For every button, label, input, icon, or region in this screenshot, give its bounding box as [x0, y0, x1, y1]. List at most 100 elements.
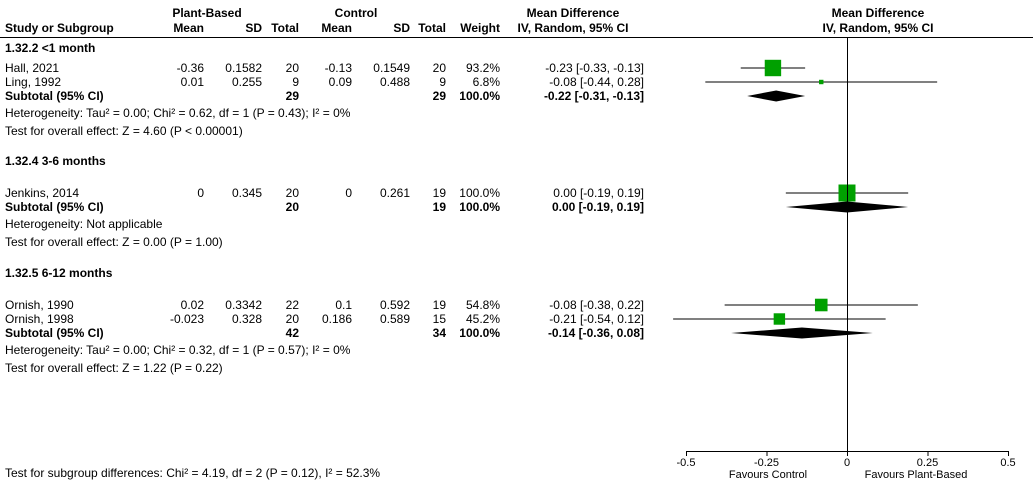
study-row-cell: Hall, 2021	[5, 61, 60, 75]
subtotal-row-cell: 100.0%	[459, 326, 500, 340]
study-row-cell: 0.345	[231, 186, 262, 200]
plot-ci-subheader: IV, Random, 95% CI	[822, 21, 934, 35]
study-subgroup-column-header: Study or Subgroup	[5, 21, 114, 35]
study-row-cell: -0.23 [-0.33, -0.13]	[545, 61, 644, 75]
study-square	[773, 313, 786, 325]
study-row-cell: 0.1582	[225, 61, 262, 75]
subtotal-row-cell: 100.0%	[459, 200, 500, 214]
overall-effect-note-label: Test for overall effect: Z = 0.00 (P = 1…	[5, 235, 223, 249]
study-row-cell: 0.02	[180, 298, 204, 312]
treatment-sd-column-header: SD	[245, 21, 262, 35]
treatment-mean-column-header: Mean	[173, 21, 204, 35]
heterogeneity-note: Heterogeneity: Tau² = 0.00; Chi² = 0.32,…	[0, 343, 663, 357]
study-row-cell: 45.2%	[465, 312, 500, 326]
favours-left-label: Favours Control	[729, 469, 807, 480]
axis-tick-label: 0	[844, 457, 850, 469]
study-row-cell: 0.1549	[373, 61, 410, 75]
study-row-cell: 0	[345, 186, 352, 200]
study-row-cell: -0.36	[176, 61, 204, 75]
study-square	[764, 59, 782, 77]
treatment-total-column-header: Total	[271, 21, 299, 35]
study-row-cell: 100.0%	[459, 186, 500, 200]
subtotal-diamond	[747, 90, 806, 102]
ci-column-header: IV, Random, 95% CI	[517, 21, 629, 35]
heterogeneity-note: Heterogeneity: Not applicable	[0, 217, 663, 231]
study-row-cell: 0.592	[379, 298, 410, 312]
study-row: Ornish, 1990 0.02 0.3342 22 0.1 0.592 19 54.8% -…	[0, 298, 663, 312]
study-row-cell: 9	[439, 75, 446, 89]
study-square	[819, 79, 824, 85]
overall-effect-note-label: Test for overall effect: Z = 4.60 (P < 0…	[5, 124, 243, 138]
heterogeneity-note: Heterogeneity: Tau² = 0.00; Chi² = 0.62,…	[0, 106, 663, 120]
subgroup-title: 1.32.4 3-6 months	[0, 154, 663, 168]
subtotal-row-cell: 0.00 [-0.19, 0.19]	[551, 200, 644, 214]
subgroup-title-label: 1.32.2 <1 month	[5, 41, 96, 55]
study-row-cell: 93.2%	[465, 61, 500, 75]
mean-difference-text-header: Mean Difference	[526, 6, 620, 20]
study-row: Hall, 2021 -0.36 0.1582 20 -0.13 0.1549 20 93.2…	[0, 61, 663, 75]
study-row-cell: 0.589	[379, 312, 410, 326]
heterogeneity-note-label: Heterogeneity: Tau² = 0.00; Chi² = 0.32,…	[5, 343, 351, 357]
study-row-cell: 0.255	[231, 75, 262, 89]
subtotal-diamond	[731, 327, 873, 339]
study-row-cell: 0.186	[321, 312, 352, 326]
overall-effect-note: Test for overall effect: Z = 0.00 (P = 1…	[0, 235, 663, 249]
study-row-cell: 0.261	[379, 186, 410, 200]
subtotal-row-cell: 42	[285, 326, 299, 340]
subtotal-row-cell: Subtotal (95% CI)	[5, 326, 104, 340]
subtotal-row-cell: -0.14 [-0.36, 0.08]	[547, 326, 644, 340]
study-row-cell: 19	[432, 186, 446, 200]
study-row-cell: 15	[432, 312, 446, 326]
subtotal-row-cell: Subtotal (95% CI)	[5, 200, 104, 214]
study-square	[814, 298, 828, 312]
study-row-cell: 0.3342	[225, 298, 262, 312]
control-total-column-header: Total	[418, 21, 446, 35]
study-row-cell: Jenkins, 2014	[5, 186, 80, 200]
study-row-cell: Ornish, 1990	[5, 298, 74, 312]
control-sd-column-header: SD	[393, 21, 410, 35]
study-row-cell: 6.8%	[472, 75, 500, 89]
subgroup-title: 1.32.2 <1 month	[0, 41, 663, 55]
control-mean-column-header: Mean	[321, 21, 352, 35]
subtotal-row-cell: Subtotal (95% CI)	[5, 89, 104, 103]
subgroup-differences-note: Test for subgroup differences: Chi² = 4.…	[5, 466, 381, 480]
study-row-cell: -0.13	[324, 61, 352, 75]
weight-column-header: Weight	[460, 21, 500, 35]
study-row-cell: 20	[285, 186, 299, 200]
study-row-cell: 20	[285, 61, 299, 75]
overall-effect-note: Test for overall effect: Z = 4.60 (P < 0…	[0, 124, 663, 138]
axis-tick-label: -0.25	[754, 457, 779, 469]
study-row-cell: Ling, 1992	[5, 75, 62, 89]
axis-tick-label: 0.5	[1000, 457, 1015, 469]
overall-effect-note: Test for overall effect: Z = 1.22 (P = 0…	[0, 361, 663, 375]
subtotal-row-cell: 100.0%	[459, 89, 500, 103]
heterogeneity-note-label: Heterogeneity: Tau² = 0.00; Chi² = 0.62,…	[5, 106, 351, 120]
subtotal-row-cell: 34	[432, 326, 446, 340]
study-row-cell: 0.01	[180, 75, 204, 89]
overall-effect-note-label: Test for overall effect: Z = 1.22 (P = 0…	[5, 361, 223, 375]
subgroup-title: 1.32.5 6-12 months	[0, 266, 663, 280]
axis-tick-label: 0.25	[917, 457, 938, 469]
subgroup-title-label: 1.32.4 3-6 months	[5, 154, 106, 168]
subtotal-row: Subtotal (95% CI) 20 19 100.0% 0.00 [-0.19, …	[0, 200, 663, 214]
study-row-cell: 20	[432, 61, 446, 75]
control-group-header: Control	[334, 6, 378, 20]
axis-tick-label: -0.5	[677, 457, 696, 469]
study-row-cell: 0	[197, 186, 204, 200]
study-row-cell: -0.08 [-0.44, 0.28]	[549, 75, 644, 89]
subtotal-row-cell: 29	[285, 89, 299, 103]
subtotal-row-cell: 29	[432, 89, 446, 103]
subtotal-row-cell: 20	[285, 200, 299, 214]
study-row-cell: 20	[285, 312, 299, 326]
subgroup-title-label: 1.32.5 6-12 months	[5, 266, 113, 280]
subtotal-row-cell: -0.22 [-0.31, -0.13]	[543, 89, 644, 103]
study-row-cell: Ornish, 1998	[5, 312, 74, 326]
subtotal-row: Subtotal (95% CI) 29 29 100.0% -0.22 [-0.31,…	[0, 89, 663, 103]
subtotal-row-cell: 19	[432, 200, 446, 214]
subtotal-row: Subtotal (95% CI) 42 34 100.0% -0.14 [-0.36,…	[0, 326, 663, 340]
study-row-cell: 9	[292, 75, 299, 89]
study-row: Jenkins, 2014 0 0.345 20 0 0.261 19 100.0% 0.00 …	[0, 186, 663, 200]
study-row-cell: 54.8%	[465, 298, 500, 312]
